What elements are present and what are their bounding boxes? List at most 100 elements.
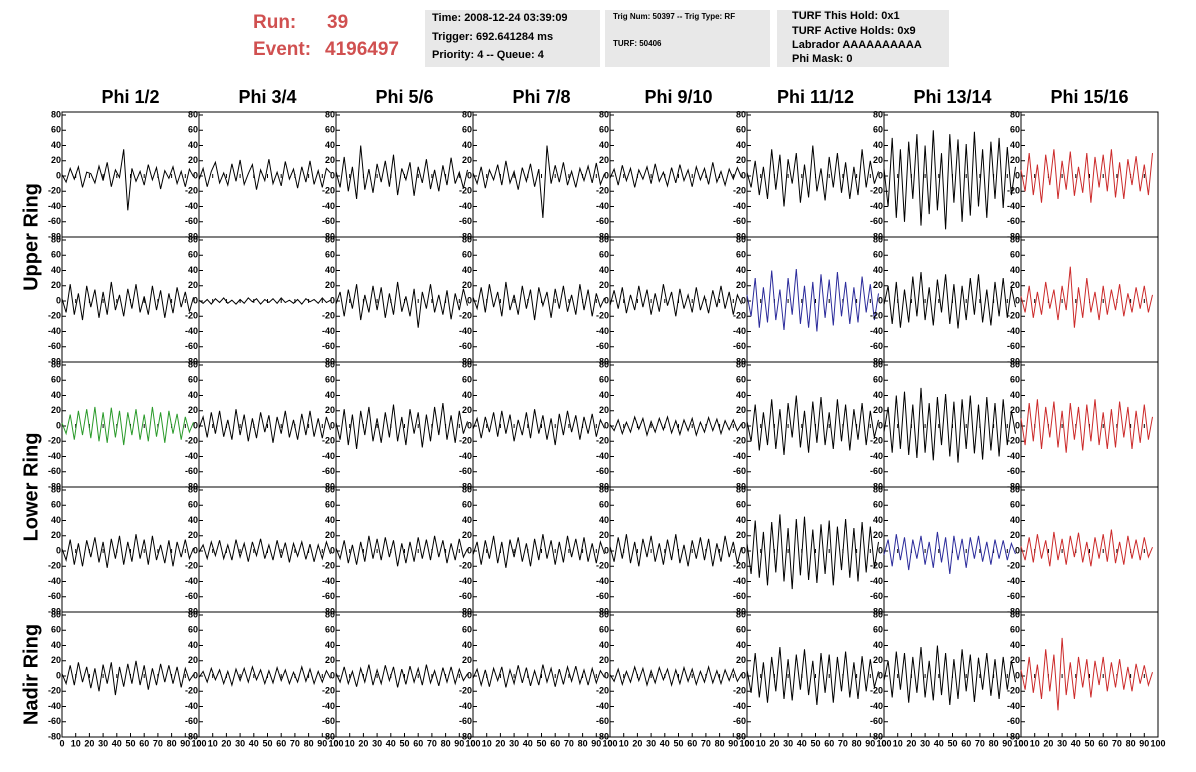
y-tick-label: -80 bbox=[596, 231, 609, 241]
y-tick-label: 0 bbox=[1015, 545, 1020, 555]
y-tick-label: -40 bbox=[48, 576, 61, 586]
x-tick-label: 40 bbox=[934, 738, 944, 748]
y-tick-label: 80 bbox=[325, 109, 335, 119]
y-tick-label: -80 bbox=[185, 231, 198, 241]
y-tick-label: 0 bbox=[878, 545, 883, 555]
y-tick-label: -80 bbox=[322, 481, 335, 491]
y-tick-label: -60 bbox=[596, 216, 609, 226]
x-tick-label: 30 bbox=[920, 738, 930, 748]
y-tick-label: 80 bbox=[736, 609, 746, 619]
waveform bbox=[883, 531, 1016, 574]
waveform bbox=[472, 281, 605, 321]
y-tick-label: 20 bbox=[188, 530, 198, 540]
y-tick-label: 80 bbox=[1010, 484, 1020, 494]
y-tick-label: 60 bbox=[325, 250, 335, 260]
x-tick-label: 100 bbox=[602, 738, 617, 748]
row-group-label: Nadir Ring bbox=[20, 624, 42, 725]
y-tick-label: 20 bbox=[873, 530, 883, 540]
y-tick-label: -40 bbox=[459, 701, 472, 711]
y-tick-label: 40 bbox=[736, 265, 746, 275]
y-tick-label: -60 bbox=[596, 591, 609, 601]
x-tick-label: 20 bbox=[495, 738, 505, 748]
y-tick-label: 80 bbox=[462, 359, 472, 369]
y-tick-label: 60 bbox=[1010, 375, 1020, 385]
waveform bbox=[335, 403, 468, 449]
y-tick-label: 40 bbox=[873, 515, 883, 525]
y-tick-label: 20 bbox=[325, 280, 335, 290]
y-tick-label: 20 bbox=[599, 155, 609, 165]
y-tick-label: 60 bbox=[325, 375, 335, 385]
y-tick-label: 60 bbox=[462, 250, 472, 260]
x-tick-label: 50 bbox=[125, 738, 135, 748]
y-tick-label: 60 bbox=[188, 625, 198, 635]
x-tick-label: 50 bbox=[673, 738, 683, 748]
y-tick-label: -40 bbox=[733, 701, 746, 711]
y-tick-label: 0 bbox=[467, 295, 472, 305]
info-line: TURF This Hold: 0x1 bbox=[792, 10, 900, 22]
y-tick-label: -40 bbox=[596, 201, 609, 211]
y-tick-label: -20 bbox=[185, 686, 198, 696]
column-title: Phi 7/8 bbox=[512, 87, 570, 107]
y-tick-label: 40 bbox=[599, 515, 609, 525]
y-tick-label: 20 bbox=[736, 530, 746, 540]
y-tick-label: -80 bbox=[870, 356, 883, 366]
y-tick-label: 0 bbox=[193, 420, 198, 430]
y-tick-label: 0 bbox=[604, 420, 609, 430]
x-tick-label: 70 bbox=[838, 738, 848, 748]
y-tick-label: 60 bbox=[1010, 250, 1020, 260]
y-tick-label: 80 bbox=[873, 609, 883, 619]
y-tick-label: -80 bbox=[459, 481, 472, 491]
y-tick-label: 60 bbox=[736, 625, 746, 635]
y-tick-label: 80 bbox=[51, 609, 61, 619]
x-tick-label: 50 bbox=[1084, 738, 1094, 748]
y-tick-label: -40 bbox=[322, 201, 335, 211]
y-tick-label: -20 bbox=[48, 311, 61, 321]
y-tick-label: 0 bbox=[741, 545, 746, 555]
y-tick-label: 80 bbox=[599, 109, 609, 119]
x-tick-label: 10 bbox=[71, 738, 81, 748]
y-tick-label: 40 bbox=[1010, 515, 1020, 525]
x-tick-label: 50 bbox=[399, 738, 409, 748]
y-tick-label: -80 bbox=[185, 481, 198, 491]
y-tick-label: -60 bbox=[322, 716, 335, 726]
x-tick-label: 30 bbox=[98, 738, 108, 748]
y-tick-label: -20 bbox=[322, 436, 335, 446]
y-tick-label: -40 bbox=[48, 451, 61, 461]
y-tick-label: 20 bbox=[736, 405, 746, 415]
y-tick-label: 60 bbox=[51, 125, 61, 135]
y-tick-label: 80 bbox=[1010, 359, 1020, 369]
y-tick-label: -40 bbox=[322, 326, 335, 336]
y-tick-label: -80 bbox=[870, 231, 883, 241]
info-line: Priority: 4 -- Queue: 4 bbox=[432, 49, 545, 61]
waveform bbox=[472, 145, 605, 218]
y-tick-label: 20 bbox=[599, 405, 609, 415]
y-tick-label: -40 bbox=[459, 451, 472, 461]
y-tick-label: 60 bbox=[599, 625, 609, 635]
y-tick-label: -20 bbox=[1007, 436, 1020, 446]
y-tick-label: 60 bbox=[188, 125, 198, 135]
x-tick-label: 80 bbox=[578, 738, 588, 748]
x-tick-label: 60 bbox=[276, 738, 286, 748]
y-tick-label: -80 bbox=[459, 606, 472, 616]
y-tick-label: -40 bbox=[185, 201, 198, 211]
x-tick-label: 10 bbox=[1030, 738, 1040, 748]
x-tick-label: 50 bbox=[947, 738, 957, 748]
x-tick-label: 20 bbox=[769, 738, 779, 748]
x-tick-label: 100 bbox=[1013, 738, 1028, 748]
y-tick-label: 40 bbox=[188, 390, 198, 400]
waveform bbox=[746, 395, 879, 456]
y-tick-label: 20 bbox=[188, 655, 198, 665]
column-title: Phi 3/4 bbox=[238, 87, 296, 107]
x-tick-label: 10 bbox=[893, 738, 903, 748]
y-tick-label: 40 bbox=[51, 515, 61, 525]
y-tick-label: 60 bbox=[51, 500, 61, 510]
y-tick-label: 0 bbox=[330, 295, 335, 305]
x-tick-label: 30 bbox=[372, 738, 382, 748]
y-tick-label: 40 bbox=[736, 140, 746, 150]
y-tick-label: 0 bbox=[741, 170, 746, 180]
y-tick-label: -60 bbox=[185, 716, 198, 726]
y-tick-label: -40 bbox=[459, 576, 472, 586]
y-tick-label: -40 bbox=[870, 201, 883, 211]
x-tick-label: 90 bbox=[728, 738, 738, 748]
y-tick-label: 40 bbox=[462, 640, 472, 650]
